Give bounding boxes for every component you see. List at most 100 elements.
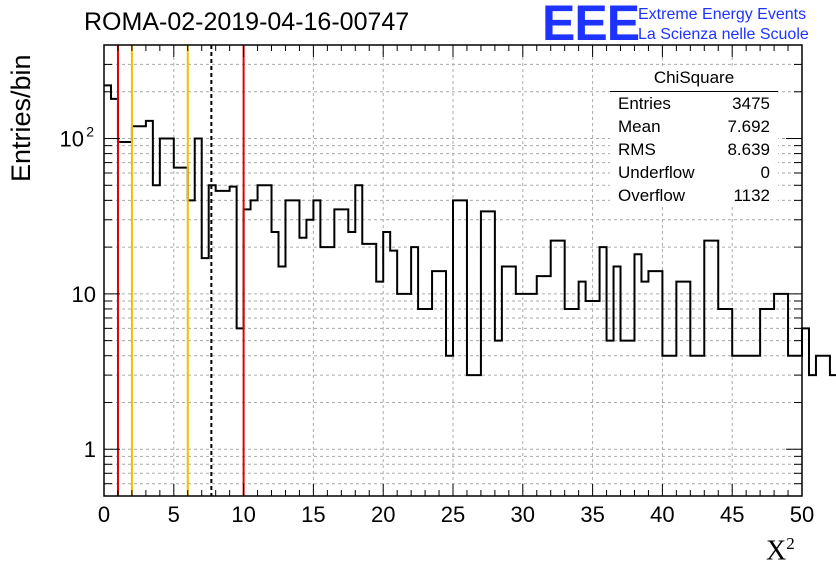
stats-value: 0	[760, 163, 770, 182]
stats-key: Overflow	[618, 186, 686, 205]
x-tick-label: 35	[580, 502, 604, 527]
histogram-bin	[160, 139, 167, 496]
y-tick-label: 10	[72, 282, 96, 307]
x-tick-label: 5	[168, 502, 180, 527]
y-tick-label: 1	[84, 437, 96, 462]
histogram-bin	[467, 375, 474, 496]
x-tick-label: 45	[720, 502, 744, 527]
histogram-bin	[313, 200, 320, 496]
histogram-bin	[502, 267, 509, 496]
histogram-bin	[544, 276, 551, 496]
histogram-bin	[439, 271, 446, 496]
histogram-bin	[816, 356, 823, 496]
y-tick-label-exponent: 2	[86, 124, 94, 140]
histogram-bin	[306, 220, 313, 496]
logo-letters: EEE	[542, 0, 640, 51]
histogram-bin	[830, 375, 836, 496]
histogram-bin	[272, 232, 279, 496]
x-tick-label: 30	[511, 502, 535, 527]
chart-title: ROMA-02-2019-04-16-00747	[84, 8, 410, 36]
histogram-bin	[327, 247, 334, 496]
histogram-bin	[537, 276, 544, 496]
histogram-bin	[230, 187, 237, 496]
histogram-bin	[216, 191, 223, 496]
histogram-bin	[767, 309, 774, 496]
histogram-bin	[181, 168, 188, 496]
histogram-bin	[132, 126, 139, 496]
histogram-bin	[369, 244, 376, 496]
x-axis-label: X2	[766, 534, 795, 567]
histogram-bin	[446, 356, 453, 496]
histogram-bin	[432, 271, 439, 496]
histogram-bin	[411, 247, 418, 496]
histogram-bin	[788, 356, 795, 496]
histogram-bin	[397, 294, 404, 496]
histogram-bin	[404, 294, 411, 496]
histogram-bin	[739, 356, 746, 496]
stats-key: Mean	[618, 117, 661, 136]
histogram-bin	[669, 356, 676, 496]
histogram-bin	[244, 209, 251, 496]
histogram-bin	[167, 139, 174, 496]
histogram-bin	[285, 200, 292, 496]
eee-logo: EEE Extreme Energy Events La Scienza nel…	[542, 0, 832, 51]
histogram-bin	[551, 241, 558, 496]
histogram-bin	[334, 209, 341, 496]
histogram-bin	[732, 356, 739, 496]
stats-key: RMS	[618, 140, 656, 159]
histogram-bin	[711, 241, 718, 496]
histogram-bin	[760, 309, 767, 496]
histogram-bin	[299, 238, 306, 496]
histogram-bin	[593, 301, 600, 496]
histogram-bin	[258, 185, 265, 496]
histogram-bin	[572, 309, 579, 496]
histogram-bin	[648, 271, 655, 496]
histogram-bin	[474, 375, 481, 496]
histogram-bin	[111, 99, 118, 496]
stats-value: 3475	[732, 94, 770, 113]
histogram-bin	[202, 258, 209, 496]
histogram-bin	[718, 309, 725, 496]
histogram-bin	[488, 211, 495, 496]
histogram-bin	[621, 341, 628, 496]
histogram-bin	[376, 282, 383, 496]
histogram-bin	[104, 85, 111, 496]
histogram-bin	[460, 200, 467, 496]
histogram-bin	[676, 282, 683, 496]
histogram-bin	[523, 294, 530, 496]
histogram-bin	[823, 356, 830, 496]
histogram-bin	[355, 185, 362, 496]
x-tick-label: 0	[98, 502, 110, 527]
histogram-bin	[607, 341, 614, 496]
histogram-bin	[453, 200, 460, 496]
stats-divider	[610, 91, 778, 92]
histogram-bin	[320, 247, 327, 496]
histogram-bin	[383, 232, 390, 496]
histogram-bin	[153, 185, 160, 496]
histogram-bin	[579, 282, 586, 496]
histogram-bin	[565, 309, 572, 496]
x-axis-label-superscript: 2	[786, 534, 795, 553]
histogram-bin	[690, 356, 697, 496]
histogram-bin	[795, 356, 802, 496]
histogram-bin	[530, 294, 537, 496]
y-axis-label: Entries/bin	[6, 54, 36, 182]
stats-key: Underflow	[618, 163, 695, 182]
histogram-bin	[265, 185, 272, 496]
x-tick-label: 15	[301, 502, 325, 527]
histogram-bin	[292, 200, 299, 496]
x-tick-label: 10	[231, 502, 255, 527]
histogram-bin	[279, 267, 286, 496]
histogram-bins	[104, 84, 836, 496]
histogram-bin	[425, 309, 432, 496]
histogram-bin	[125, 142, 132, 496]
histogram-bin	[418, 309, 425, 496]
histogram-bin	[118, 142, 125, 496]
histogram-bin	[341, 209, 348, 496]
histogram-bin	[774, 294, 781, 496]
histogram-bin	[746, 356, 753, 496]
histogram-bin	[516, 294, 523, 496]
histogram-bin	[641, 282, 648, 496]
